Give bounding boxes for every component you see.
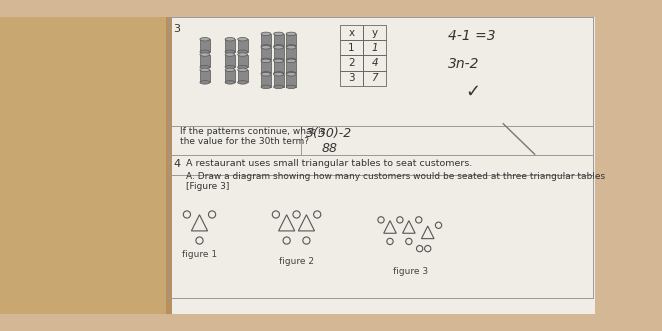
Text: A restaurant uses small triangular tables to seat customers.: A restaurant uses small triangular table… — [186, 159, 473, 168]
Bar — [200, 55, 210, 67]
Ellipse shape — [273, 85, 283, 89]
Text: 3(30)-2: 3(30)-2 — [306, 127, 352, 140]
Ellipse shape — [286, 85, 296, 89]
Ellipse shape — [286, 59, 296, 63]
Ellipse shape — [261, 72, 271, 75]
Text: A. Draw a diagram showing how many customers would be seated at three triangular: A. Draw a diagram showing how many custo… — [186, 172, 605, 181]
Bar — [166, 17, 171, 314]
Ellipse shape — [200, 50, 210, 54]
Ellipse shape — [225, 81, 235, 84]
Bar — [261, 61, 271, 73]
Bar — [200, 70, 210, 82]
Bar — [238, 70, 248, 82]
Text: 1: 1 — [348, 43, 355, 53]
Bar — [238, 55, 248, 67]
Text: [Figure 3]: [Figure 3] — [186, 182, 230, 191]
Ellipse shape — [200, 37, 210, 41]
Bar — [286, 34, 296, 46]
Ellipse shape — [273, 72, 283, 75]
Bar — [200, 39, 210, 52]
Bar — [261, 74, 271, 87]
Ellipse shape — [273, 46, 283, 49]
Ellipse shape — [286, 72, 296, 76]
Ellipse shape — [261, 46, 271, 49]
Bar — [169, 17, 595, 314]
Text: 88: 88 — [322, 142, 338, 155]
Bar — [363, 71, 387, 86]
Text: figure 2: figure 2 — [279, 257, 314, 266]
Ellipse shape — [238, 37, 248, 41]
Ellipse shape — [200, 65, 210, 69]
Ellipse shape — [238, 50, 248, 54]
Ellipse shape — [286, 32, 296, 36]
Text: 3: 3 — [348, 73, 355, 83]
Text: 4-1 =3: 4-1 =3 — [448, 29, 495, 43]
Text: y: y — [371, 27, 378, 37]
Bar — [273, 74, 283, 87]
Bar — [363, 25, 387, 40]
Ellipse shape — [238, 53, 248, 56]
Bar — [273, 34, 283, 46]
Bar — [225, 70, 235, 82]
Ellipse shape — [200, 81, 210, 84]
Text: 2: 2 — [348, 58, 355, 68]
Ellipse shape — [238, 68, 248, 71]
Ellipse shape — [261, 85, 271, 89]
Ellipse shape — [225, 50, 235, 54]
Bar — [261, 47, 271, 60]
Ellipse shape — [200, 53, 210, 56]
Ellipse shape — [261, 45, 271, 48]
Ellipse shape — [273, 59, 283, 63]
Bar — [238, 39, 248, 52]
Bar — [340, 55, 363, 71]
Text: 4: 4 — [173, 159, 181, 169]
Ellipse shape — [261, 59, 271, 63]
Bar — [286, 74, 296, 87]
Text: x: x — [348, 27, 354, 37]
Text: figure 3: figure 3 — [393, 267, 428, 276]
Text: figure 1: figure 1 — [182, 251, 217, 260]
Ellipse shape — [273, 32, 283, 36]
Text: ✓: ✓ — [465, 82, 481, 100]
Text: 4: 4 — [371, 58, 378, 68]
Ellipse shape — [225, 65, 235, 69]
Ellipse shape — [225, 53, 235, 56]
Ellipse shape — [273, 45, 283, 48]
Bar — [225, 55, 235, 67]
Bar — [261, 34, 271, 46]
Bar — [0, 17, 169, 314]
Text: the value for the 30th term?: the value for the 30th term? — [179, 137, 308, 146]
Ellipse shape — [273, 58, 283, 62]
Text: If the patterns continue, what is: If the patterns continue, what is — [179, 127, 325, 136]
Bar — [340, 40, 363, 55]
Ellipse shape — [273, 72, 283, 76]
Bar — [286, 61, 296, 73]
Bar — [363, 55, 387, 71]
Bar — [340, 25, 363, 40]
Ellipse shape — [286, 58, 296, 62]
Ellipse shape — [225, 68, 235, 71]
Ellipse shape — [238, 81, 248, 84]
Ellipse shape — [261, 72, 271, 76]
Bar — [273, 47, 283, 60]
Ellipse shape — [286, 45, 296, 48]
Bar — [286, 47, 296, 60]
Bar — [273, 61, 283, 73]
Ellipse shape — [261, 58, 271, 62]
Text: 3n-2: 3n-2 — [448, 57, 479, 71]
Ellipse shape — [261, 32, 271, 36]
Bar — [225, 39, 235, 52]
Bar — [363, 40, 387, 55]
Text: 7: 7 — [371, 73, 378, 83]
Ellipse shape — [286, 72, 296, 75]
Text: 3: 3 — [173, 24, 181, 34]
Ellipse shape — [238, 65, 248, 69]
Ellipse shape — [225, 37, 235, 41]
Ellipse shape — [200, 68, 210, 71]
Text: 1: 1 — [371, 43, 378, 53]
Ellipse shape — [286, 46, 296, 49]
Bar — [340, 71, 363, 86]
